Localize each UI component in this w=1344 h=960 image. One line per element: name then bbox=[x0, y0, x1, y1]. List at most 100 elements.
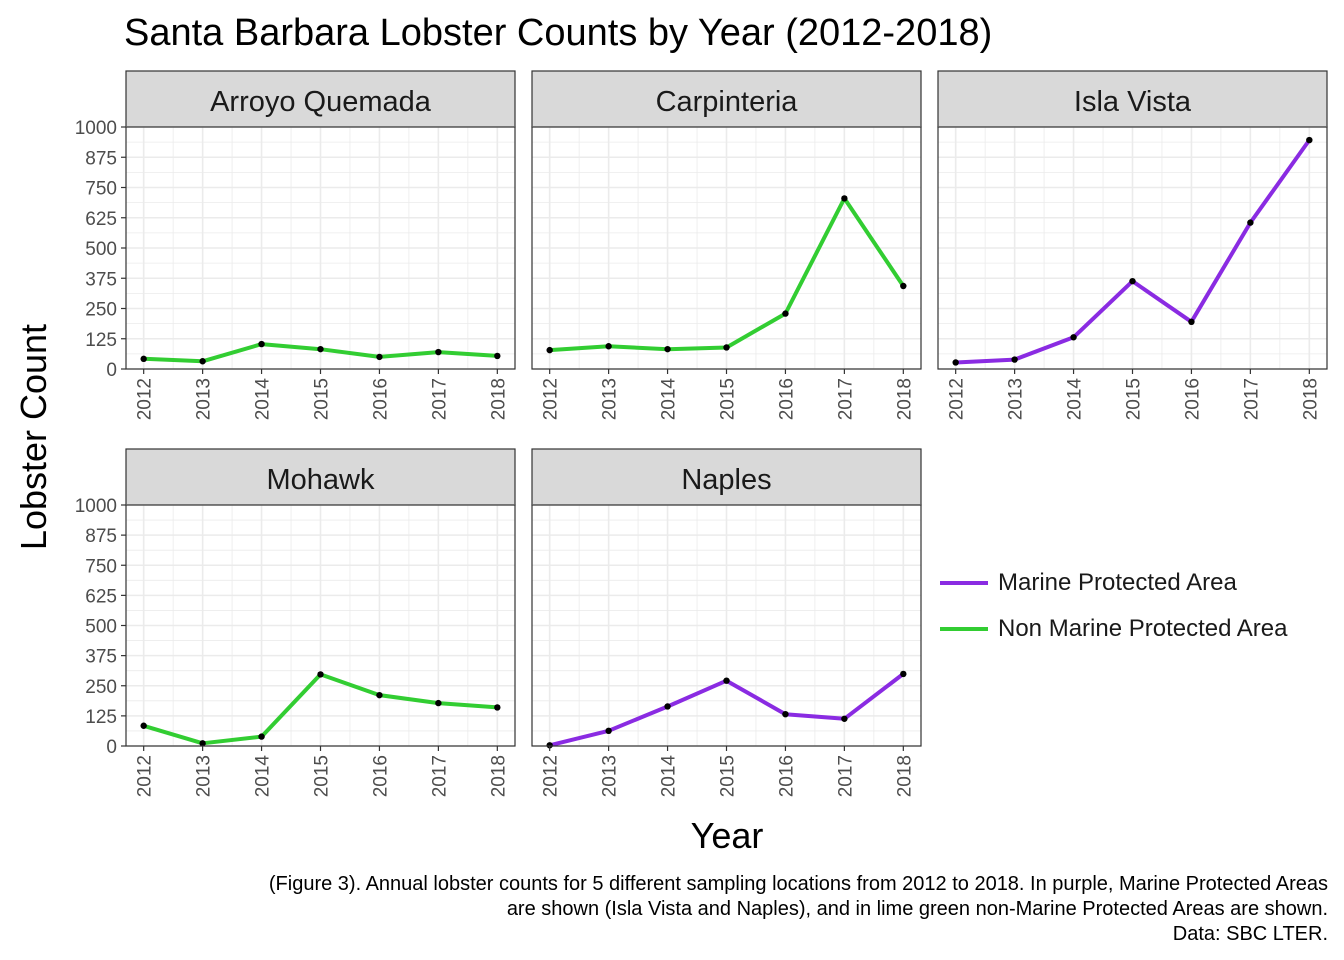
y-tick-label: 750 bbox=[85, 179, 117, 200]
data-point bbox=[494, 704, 501, 711]
facet-strip-label: Carpinteria bbox=[656, 86, 799, 118]
caption-line-1: (Figure 3). Annual lobster counts for 5 … bbox=[268, 873, 1328, 895]
x-tick-label: 2013 bbox=[194, 378, 215, 420]
facet-carpinteria: Carpinteria 2012 2013 2014 2015 2016 2017 2018 bbox=[531, 70, 922, 421]
legend-label-mpa: Marine Protected Area bbox=[998, 569, 1237, 596]
data-point bbox=[1306, 136, 1313, 144]
legend-key-mpa bbox=[940, 581, 988, 585]
x-tick-label: 2017 bbox=[429, 755, 450, 797]
y-tick-label: 500 bbox=[85, 239, 117, 260]
x-tick-label: 2015 bbox=[1124, 378, 1145, 420]
figure-caption: (Figure 3). Annual lobster counts for 5 … bbox=[78, 872, 1328, 947]
data-point bbox=[1188, 318, 1195, 326]
facet-strip bbox=[531, 70, 922, 128]
data-point bbox=[900, 670, 907, 678]
y-tick-label: 250 bbox=[85, 300, 117, 321]
data-point bbox=[258, 733, 265, 740]
data-point bbox=[435, 348, 442, 356]
data-point bbox=[376, 353, 383, 361]
data-point bbox=[376, 691, 383, 699]
y-tick-label: 375 bbox=[85, 269, 117, 290]
data-point bbox=[605, 343, 612, 350]
y-tick-label: 1000 bbox=[75, 496, 117, 517]
x-tick-label: 2013 bbox=[1006, 378, 1027, 420]
facet-arroyo-quemada: Arroyo Quemada 0 125 250 375 500 625 750 875 1000… bbox=[75, 70, 516, 421]
y-tick-label: 0 bbox=[106, 360, 117, 381]
facet-strip bbox=[125, 448, 516, 506]
facet-mohawk: Mohawk 0 125 250 375 500 625 750 875 1000 2012 2013… bbox=[75, 448, 516, 798]
data-point bbox=[664, 703, 671, 710]
x-tick-label: 2012 bbox=[135, 378, 156, 420]
x-tick-label: 2014 bbox=[659, 378, 680, 421]
data-point bbox=[723, 344, 730, 351]
data-point bbox=[546, 742, 553, 749]
y-tick-label: 875 bbox=[85, 526, 117, 547]
x-tick-label: 2013 bbox=[600, 378, 621, 420]
y-tick-label: 125 bbox=[85, 330, 117, 351]
data-point bbox=[1129, 277, 1136, 285]
caption-line-3: Data: SBC LTER. bbox=[1172, 923, 1328, 945]
x-tick-label: 2017 bbox=[835, 378, 856, 420]
data-point bbox=[952, 359, 959, 366]
data-point bbox=[258, 340, 265, 348]
facet-strip-label: Mohawk bbox=[267, 464, 375, 496]
data-point bbox=[1247, 219, 1254, 226]
y-tick-label: 875 bbox=[85, 148, 117, 169]
x-tick-label: 2016 bbox=[1182, 378, 1203, 420]
data-point bbox=[605, 727, 612, 735]
data-point bbox=[140, 722, 147, 729]
facet-isla-vista: Isla Vista 2012 2013 2014 2015 2016 2017 2018 bbox=[937, 70, 1328, 420]
data-point bbox=[199, 358, 206, 365]
facet-strip-label: Isla Vista bbox=[1074, 86, 1192, 118]
facet-strip bbox=[937, 70, 1328, 128]
x-tick-label: 2016 bbox=[776, 378, 797, 420]
data-point bbox=[664, 345, 671, 353]
x-tick-label: 2016 bbox=[370, 755, 391, 797]
x-tick-label: 2017 bbox=[429, 378, 450, 420]
x-tick-label: 2017 bbox=[835, 755, 856, 797]
facet-strip-label: Arroyo Quemada bbox=[210, 86, 432, 118]
caption-line-2: are shown (Isla Vista and Naples), and i… bbox=[506, 898, 1328, 920]
x-tick-label: 2015 bbox=[312, 755, 333, 797]
data-point bbox=[782, 710, 789, 718]
legend-key-non-mpa bbox=[940, 627, 988, 631]
x-tick-label: 2012 bbox=[135, 755, 156, 797]
x-tick-label: 2015 bbox=[312, 378, 333, 420]
x-tick-label: 2014 bbox=[253, 378, 274, 421]
chart-title: Santa Barbara Lobster Counts by Year (20… bbox=[124, 12, 993, 54]
x-axis-title: Year bbox=[691, 815, 764, 856]
y-tick-label: 625 bbox=[85, 586, 117, 607]
x-tick-label: 2018 bbox=[488, 378, 509, 420]
y-tick-label: 1000 bbox=[75, 118, 117, 139]
legend: Marine Protected Area Non Marine Protect… bbox=[940, 560, 1288, 652]
data-point bbox=[782, 310, 789, 317]
data-point bbox=[199, 740, 206, 747]
x-tick-label: 2014 bbox=[253, 755, 274, 798]
facet-strip-label: Naples bbox=[681, 464, 771, 496]
x-tick-label: 2018 bbox=[488, 755, 509, 797]
y-tick-label: 625 bbox=[85, 209, 117, 230]
legend-item-non-mpa: Non Marine Protected Area bbox=[940, 606, 1288, 652]
data-point bbox=[435, 699, 442, 707]
data-point bbox=[140, 355, 147, 363]
y-tick-label: 250 bbox=[85, 677, 117, 698]
x-tick-label: 2018 bbox=[894, 378, 915, 420]
data-point bbox=[1070, 334, 1077, 341]
y-tick-label: 0 bbox=[106, 737, 117, 758]
y-tick-label: 500 bbox=[85, 617, 117, 638]
x-tick-label: 2012 bbox=[541, 378, 562, 420]
y-tick-label: 750 bbox=[85, 556, 117, 577]
x-tick-label: 2017 bbox=[1241, 378, 1262, 420]
data-point bbox=[723, 677, 730, 684]
data-point bbox=[317, 345, 324, 353]
data-point bbox=[546, 346, 553, 354]
facet-naples: Naples 2012 2013 2014 2015 2016 2017 2018 bbox=[531, 448, 922, 797]
y-axis-title: Lobster Count bbox=[13, 324, 54, 550]
facet-strip bbox=[125, 70, 516, 128]
y-tick-label: 375 bbox=[85, 647, 117, 668]
data-point bbox=[841, 715, 848, 722]
facet-strip bbox=[531, 448, 922, 506]
x-tick-label: 2018 bbox=[894, 755, 915, 797]
legend-item-mpa: Marine Protected Area bbox=[940, 560, 1288, 606]
